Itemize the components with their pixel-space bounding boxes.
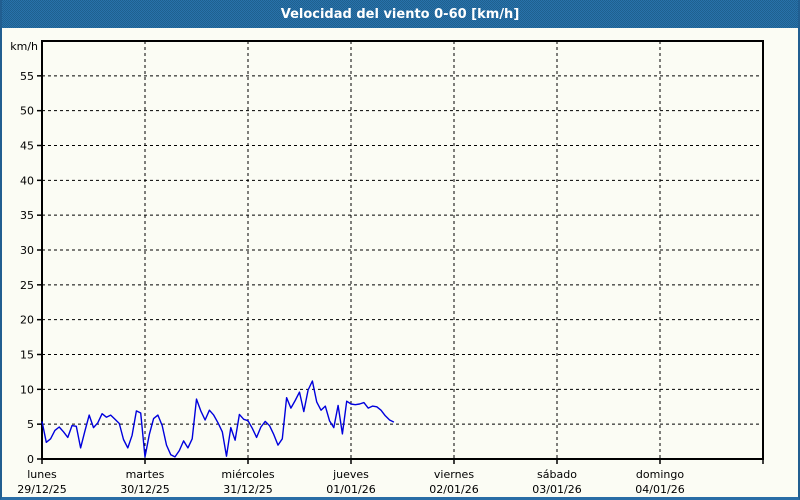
y-tick-label: 40 (20, 174, 34, 187)
y-tick-label: 0 (27, 453, 34, 466)
y-axis-unit-label: km/h (10, 40, 38, 53)
day-date-label: 30/12/25 (120, 483, 169, 496)
day-name-label: domingo (636, 468, 684, 481)
day-date-label: 04/01/26 (635, 483, 684, 496)
day-date-label: 29/12/25 (17, 483, 66, 496)
wind-speed-chart: 0 5 10 15 20 25 30 35 40 45 50 55 km/h lunes 29/12/25 m… (10, 40, 764, 496)
chart-title: Velocidad del viento 0-60 [km/h] (280, 6, 520, 22)
day-date-label: 02/01/26 (429, 483, 478, 496)
day-name-label: miércoles (221, 468, 274, 481)
day-date-label: 03/01/26 (532, 483, 581, 496)
y-tick-label: 35 (20, 209, 34, 222)
y-tick-label: 5 (27, 418, 34, 431)
day-name-label: jueves (332, 468, 369, 481)
y-tick-label: 20 (20, 314, 34, 327)
day-date-label: 31/12/25 (223, 483, 272, 496)
day-name-label: lunes (27, 468, 57, 481)
day-name-label: martes (126, 468, 165, 481)
y-tick-label: 10 (20, 383, 34, 396)
y-tick-label: 15 (20, 349, 34, 362)
day-name-label: sábado (537, 468, 577, 481)
day-date-label: 01/01/26 (326, 483, 375, 496)
y-tick-label: 25 (20, 279, 34, 292)
wind-speed-line (41, 380, 395, 458)
chart-title-bar: Velocidad del viento 0-60 [km/h] (2, 0, 798, 28)
y-tick-label: 30 (20, 244, 34, 257)
y-tick-label: 50 (20, 105, 34, 118)
y-tick-label: 45 (20, 140, 34, 153)
y-tick-label: 55 (20, 70, 34, 83)
day-name-label: viernes (434, 468, 474, 481)
